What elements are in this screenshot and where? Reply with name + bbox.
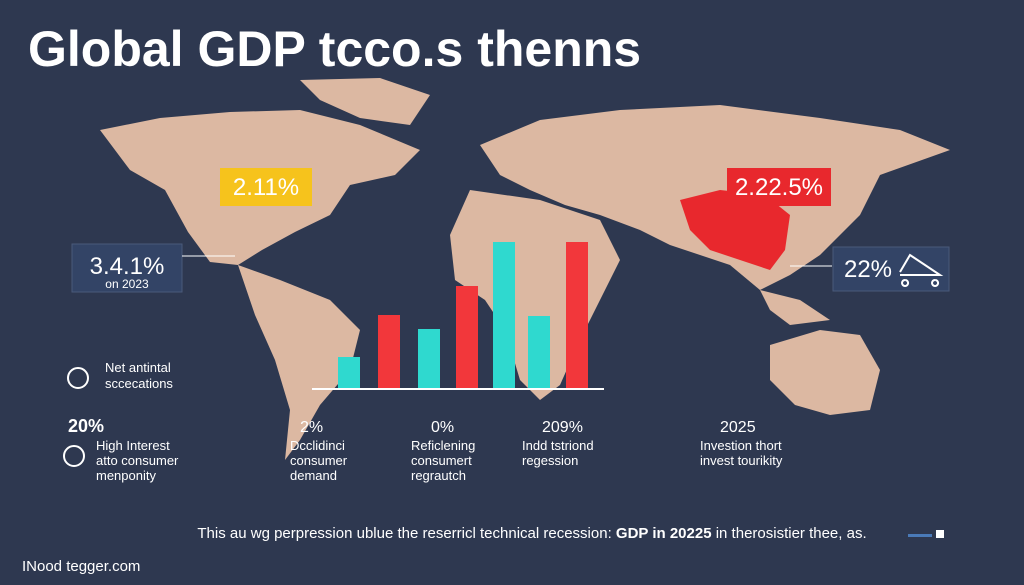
callout-value: 3.4.1% bbox=[90, 253, 165, 280]
bar bbox=[418, 329, 440, 388]
icon bbox=[899, 253, 944, 287]
bar bbox=[338, 357, 360, 388]
bar bbox=[528, 316, 550, 388]
callout-note: on 2023 bbox=[105, 277, 149, 291]
icon bbox=[63, 445, 85, 467]
stat: 209% bbox=[542, 419, 583, 436]
bar bbox=[456, 286, 478, 388]
note-line: regrautch bbox=[411, 468, 466, 483]
icon bbox=[67, 367, 89, 389]
source: INood tegger.com bbox=[22, 558, 140, 575]
stat: 0% bbox=[431, 419, 454, 436]
stat: 2025 bbox=[720, 419, 756, 436]
bar bbox=[493, 242, 515, 388]
bar-chart bbox=[312, 242, 604, 390]
callout-box bbox=[220, 168, 312, 206]
note-line: demand bbox=[290, 468, 337, 483]
stat: 20% bbox=[68, 416, 104, 436]
left-notes: Net antintal sccecations 20% High Intere… bbox=[63, 360, 179, 483]
note-line: atto consumer bbox=[96, 453, 179, 468]
note-line: sccecations bbox=[105, 376, 173, 391]
decoration bbox=[908, 534, 932, 537]
footer-bold: GDP in 20225 bbox=[616, 525, 712, 542]
note-line: Dcclidinci bbox=[290, 438, 345, 453]
bar bbox=[378, 315, 400, 388]
decoration bbox=[936, 530, 944, 538]
title: Global GDP tcco.s thenns bbox=[28, 21, 641, 77]
note-line: Investion thort bbox=[700, 438, 782, 453]
note-line: regession bbox=[522, 453, 578, 468]
note-line: Reficlening bbox=[411, 438, 475, 453]
footer-text: This au wg perpression ublue the reserri… bbox=[197, 525, 616, 542]
note-line: menponity bbox=[96, 468, 156, 483]
callout-value: 2.11% bbox=[233, 174, 299, 201]
callout-box bbox=[727, 168, 831, 206]
callout-value: 22% bbox=[844, 256, 892, 283]
note-line: consumert bbox=[411, 453, 472, 468]
footer: This au wg perpression ublue the reserri… bbox=[197, 525, 866, 542]
note-line: consumer bbox=[290, 453, 348, 468]
note-line: invest tourikity bbox=[700, 453, 783, 468]
note-line: Net antintal bbox=[105, 360, 171, 375]
note-line: High Interest bbox=[96, 438, 170, 453]
callout-value: 2.22.5% bbox=[735, 174, 823, 201]
stat: 2% bbox=[300, 419, 323, 436]
callout-box bbox=[71, 243, 183, 293]
note-line: Indd tstriond bbox=[522, 438, 594, 453]
bar bbox=[566, 242, 588, 388]
callouts: 2.11% 2.22.5% 3.4.1% on 2023 22% bbox=[71, 168, 950, 293]
footer-text: in therosistier thee, as. bbox=[712, 525, 867, 542]
